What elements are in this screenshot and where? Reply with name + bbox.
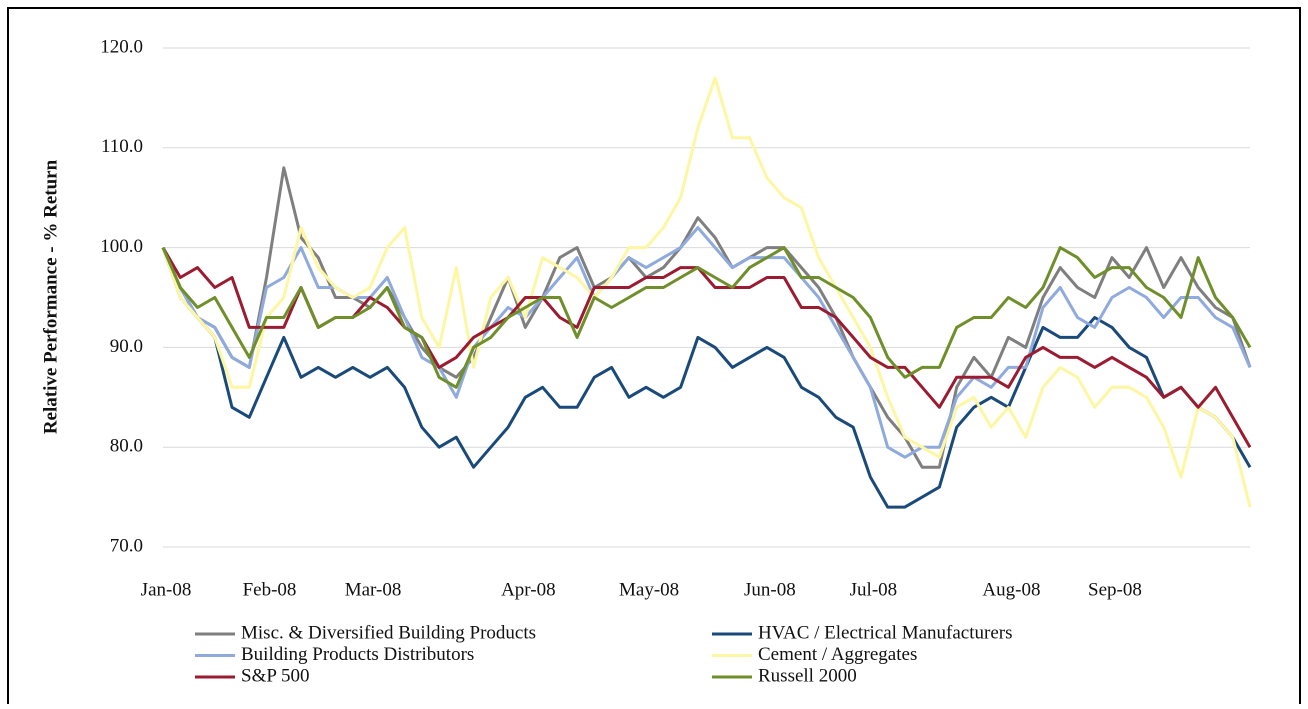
x-tick-label: Jun-08 [744, 579, 796, 600]
y-axis-label: Relative Performance - % Return [40, 159, 61, 434]
legend-label: Cement / Aggregates [758, 644, 917, 665]
x-tick-label: Feb-08 [243, 579, 297, 600]
series-line [161, 246, 1252, 389]
legend-label: Building Products Distributors [241, 644, 474, 665]
x-tick-label: Aug-08 [982, 579, 1040, 600]
x-tick-label: Jul-08 [850, 579, 898, 600]
y-tick-label: 90.0 [110, 336, 143, 357]
x-tick-label: Mar-08 [345, 579, 402, 600]
y-tick-label: 100.0 [100, 236, 143, 257]
y-tick-label: 110.0 [101, 136, 143, 157]
x-tick-label: Apr-08 [501, 579, 556, 600]
x-tick-label: May-08 [619, 579, 679, 600]
legend-label: S&P 500 [241, 665, 309, 686]
legend-label: Misc. & Diversified Building Products [241, 622, 536, 643]
series-line [161, 247, 1252, 509]
legend-label: HVAC / Electrical Manufacturers [758, 622, 1012, 643]
series-line [161, 76, 1252, 508]
y-tick-label: 70.0 [110, 535, 143, 556]
legend-label: Russell 2000 [758, 665, 857, 686]
y-tick-label: 80.0 [110, 436, 143, 457]
x-tick-label: Jan-08 [141, 579, 192, 600]
y-tick-label: 120.0 [100, 36, 143, 57]
x-tick-label: Sep-08 [1088, 579, 1142, 600]
series-line [161, 166, 1252, 469]
